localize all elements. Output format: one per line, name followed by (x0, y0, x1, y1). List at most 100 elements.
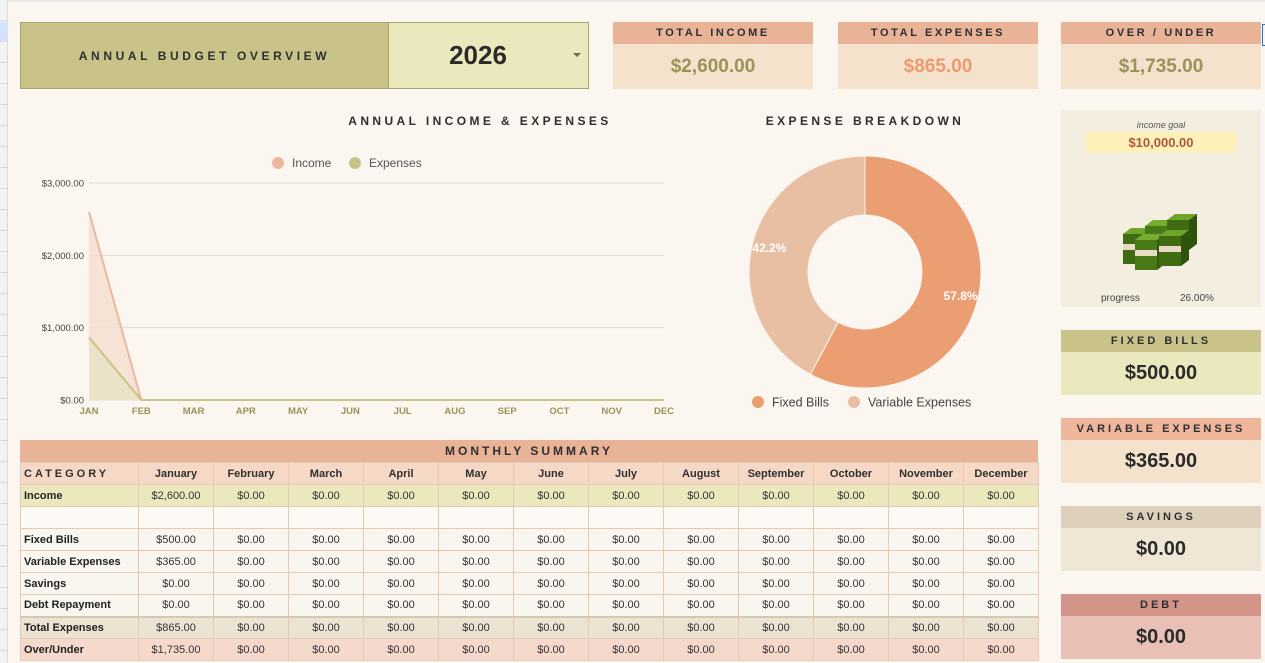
row-label[interactable]: Savings (20, 572, 139, 595)
table-cell[interactable]: $500.00 (138, 528, 214, 551)
table-cell[interactable]: $0.00 (363, 484, 439, 507)
row-label[interactable]: Over/Under (20, 638, 139, 661)
row-label[interactable]: Total Expenses (20, 615, 139, 639)
chevron-down-icon[interactable] (573, 53, 581, 57)
table-cell[interactable] (888, 506, 964, 529)
table-cell[interactable] (288, 506, 364, 529)
table-cell[interactable]: $0.00 (288, 550, 364, 573)
table-cell[interactable]: $0.00 (213, 550, 289, 573)
table-cell[interactable]: $0.00 (963, 528, 1039, 551)
table-cell[interactable] (813, 506, 889, 529)
table-cell[interactable]: $0.00 (738, 638, 814, 661)
table-cell[interactable]: $0.00 (213, 594, 289, 617)
row-label[interactable]: Fixed Bills (20, 528, 139, 551)
table-cell[interactable]: $0.00 (888, 528, 964, 551)
table-cell[interactable]: $0.00 (813, 572, 889, 595)
table-cell[interactable]: $0.00 (663, 572, 739, 595)
table-cell[interactable]: $0.00 (363, 594, 439, 617)
row-label[interactable]: Income (20, 484, 139, 507)
table-cell[interactable]: $0.00 (138, 594, 214, 617)
expense-breakdown-donut-chart[interactable]: 57.8% 42.2% Fixed Bills Variable Expenses (730, 140, 1000, 420)
year-dropdown[interactable]: 2026 (389, 22, 589, 89)
table-cell[interactable]: $0.00 (513, 615, 589, 639)
table-cell[interactable]: $0.00 (588, 638, 664, 661)
table-cell[interactable] (963, 506, 1039, 529)
table-cell[interactable]: $0.00 (888, 638, 964, 661)
table-cell[interactable]: $0.00 (213, 484, 289, 507)
table-cell[interactable]: $0.00 (588, 594, 664, 617)
table-cell[interactable]: $0.00 (513, 594, 589, 617)
income-expenses-area-chart[interactable]: $0.00 $1,000.00 $2,000.00 $3,000.00 JAN FEB MA… (20, 140, 680, 420)
table-cell[interactable]: $0.00 (288, 638, 364, 661)
table-cell[interactable]: $1,735.00 (138, 638, 214, 661)
table-cell[interactable]: $0.00 (888, 615, 964, 639)
table-cell[interactable]: $0.00 (363, 528, 439, 551)
table-cell[interactable]: $0.00 (438, 550, 514, 573)
table-cell[interactable]: $0.00 (738, 528, 814, 551)
row-label[interactable]: Debt Repayment (20, 594, 139, 617)
table-cell[interactable]: $0.00 (738, 615, 814, 639)
table-cell[interactable]: $365.00 (138, 550, 214, 573)
table-cell[interactable]: $0.00 (813, 484, 889, 507)
table-cell[interactable]: $0.00 (963, 594, 1039, 617)
table-cell[interactable]: $0.00 (963, 484, 1039, 507)
table-cell[interactable]: $0.00 (588, 550, 664, 573)
table-cell[interactable]: $0.00 (438, 528, 514, 551)
table-cell[interactable]: $0.00 (438, 615, 514, 639)
table-cell[interactable]: $0.00 (513, 484, 589, 507)
table-cell[interactable]: $0.00 (663, 550, 739, 573)
table-cell[interactable]: $0.00 (588, 615, 664, 639)
table-cell[interactable]: $0.00 (438, 484, 514, 507)
table-cell[interactable]: $0.00 (813, 638, 889, 661)
table-cell[interactable]: $0.00 (663, 638, 739, 661)
table-cell[interactable]: $0.00 (813, 615, 889, 639)
table-cell[interactable]: $0.00 (363, 615, 439, 639)
table-cell[interactable]: $0.00 (888, 484, 964, 507)
table-cell[interactable]: $0.00 (963, 638, 1039, 661)
table-cell[interactable] (588, 506, 664, 529)
table-cell[interactable]: $0.00 (738, 572, 814, 595)
table-cell[interactable]: $0.00 (363, 550, 439, 573)
table-cell[interactable]: $0.00 (288, 572, 364, 595)
table-cell[interactable]: $0.00 (513, 572, 589, 595)
table-cell[interactable]: $0.00 (813, 528, 889, 551)
table-cell[interactable] (213, 506, 289, 529)
table-cell[interactable]: $0.00 (363, 572, 439, 595)
row-label[interactable] (20, 506, 139, 529)
table-cell[interactable]: $0.00 (288, 484, 364, 507)
table-cell[interactable]: $0.00 (513, 550, 589, 573)
table-cell[interactable]: $0.00 (438, 594, 514, 617)
table-cell[interactable]: $0.00 (288, 528, 364, 551)
table-cell[interactable]: $0.00 (663, 594, 739, 617)
table-cell[interactable]: $0.00 (663, 615, 739, 639)
table-cell[interactable]: $0.00 (213, 638, 289, 661)
table-cell[interactable]: $0.00 (438, 638, 514, 661)
table-cell[interactable]: $0.00 (738, 594, 814, 617)
table-cell[interactable]: $0.00 (213, 528, 289, 551)
table-cell[interactable]: $0.00 (663, 528, 739, 551)
table-cell[interactable]: $0.00 (738, 484, 814, 507)
table-cell[interactable]: $0.00 (663, 484, 739, 507)
table-cell[interactable] (438, 506, 514, 529)
table-cell[interactable]: $0.00 (813, 594, 889, 617)
table-cell[interactable]: $0.00 (363, 638, 439, 661)
table-cell[interactable]: $0.00 (588, 484, 664, 507)
table-cell[interactable]: $0.00 (588, 528, 664, 551)
table-cell[interactable] (663, 506, 739, 529)
table-cell[interactable]: $0.00 (438, 572, 514, 595)
table-cell[interactable]: $0.00 (288, 594, 364, 617)
table-cell[interactable]: $0.00 (963, 550, 1039, 573)
table-cell[interactable]: $0.00 (588, 572, 664, 595)
row-label[interactable]: Variable Expenses (20, 550, 139, 573)
table-cell[interactable]: $2,600.00 (138, 484, 214, 507)
table-cell[interactable]: $0.00 (513, 528, 589, 551)
table-cell[interactable]: $865.00 (138, 615, 214, 639)
table-cell[interactable] (738, 506, 814, 529)
table-cell[interactable]: $0.00 (888, 594, 964, 617)
table-cell[interactable] (138, 506, 214, 529)
table-cell[interactable]: $0.00 (288, 615, 364, 639)
table-cell[interactable] (513, 506, 589, 529)
table-cell[interactable]: $0.00 (738, 550, 814, 573)
table-cell[interactable]: $0.00 (513, 638, 589, 661)
table-cell[interactable]: $0.00 (888, 572, 964, 595)
